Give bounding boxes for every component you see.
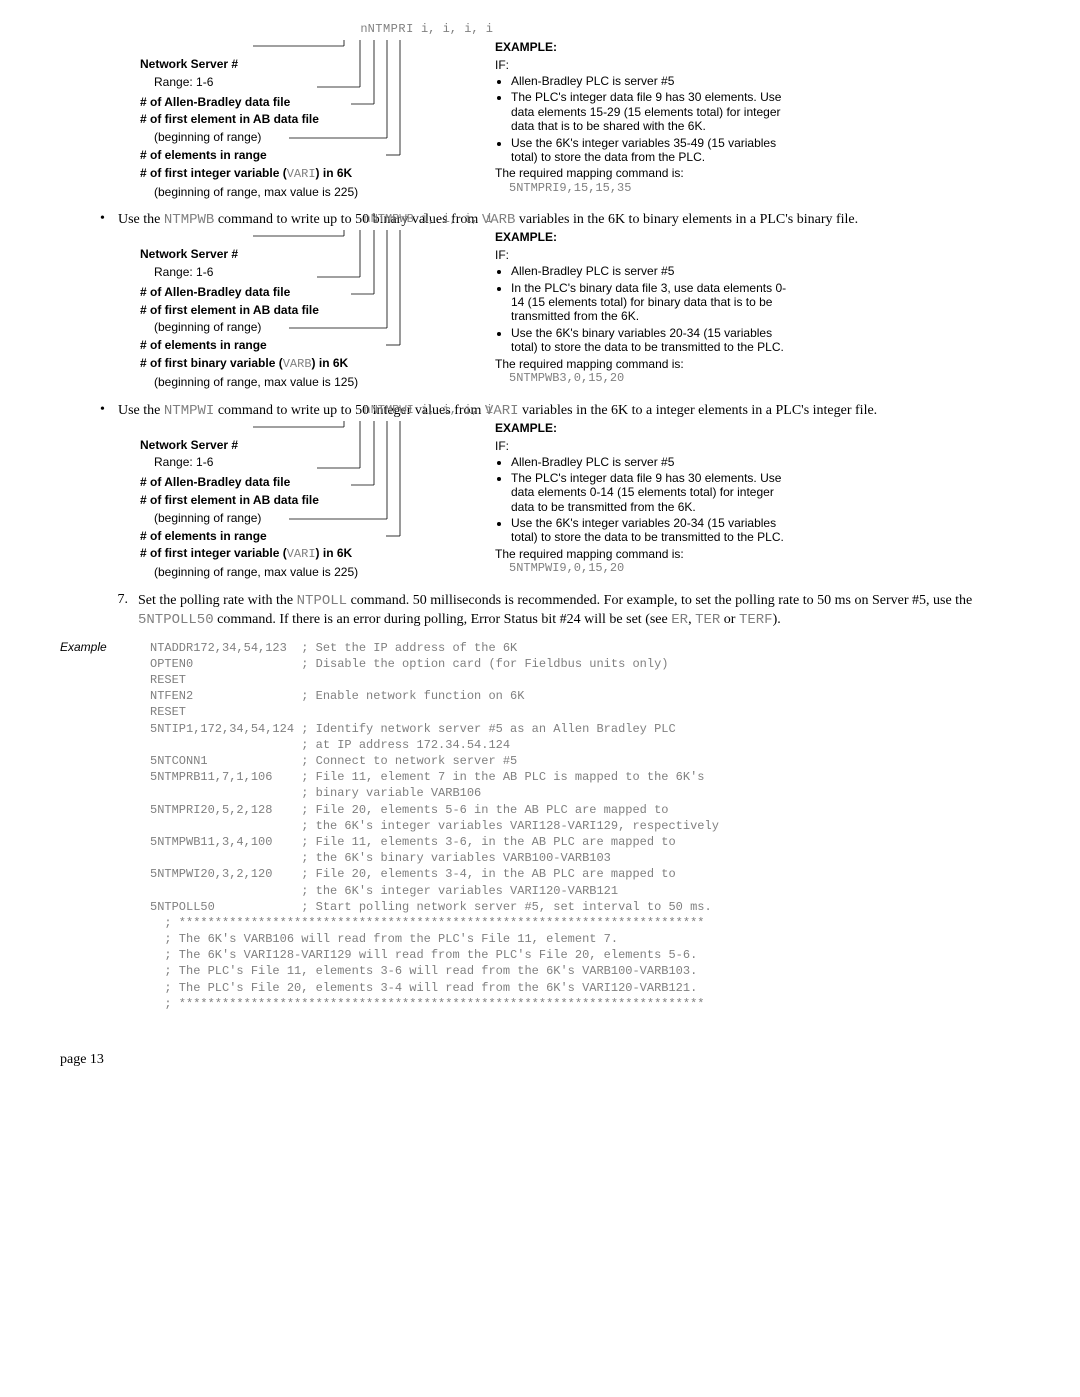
bullet-ntmpwi: • Use the NTMPWI command to write up to … <box>100 402 1020 421</box>
diagram-ntmpwi: nNTMPWI i, i, i, i Network Server # Rang… <box>140 421 1020 584</box>
param-first-elem: # of first element in AB data file <box>140 113 435 127</box>
ex-item: Use the 6K's integer variables 20-34 (15… <box>511 516 795 545</box>
ex-item: Use the 6K's binary variables 20-34 (15 … <box>511 326 795 355</box>
param-server-range: Range: 1-6 <box>154 76 435 90</box>
param-num-elem: # of elements in range <box>140 149 435 163</box>
param-num-elem: # of elements in range <box>140 339 435 353</box>
ex-item: The PLC's integer data file 9 has 30 ele… <box>511 471 795 514</box>
example-box: EXAMPLE: IF: Allen-Bradley PLC is server… <box>495 40 795 195</box>
param-server: Network Server # <box>140 58 435 72</box>
param-first-elem-sub: (beginning of range) <box>154 321 435 335</box>
ex-item: The PLC's integer data file 9 has 30 ele… <box>511 90 795 133</box>
param-first-var-sub: (beginning of range, max value is 125) <box>154 376 435 390</box>
page-number: page 13 <box>60 1052 1020 1068</box>
syntax-line: nNTMPWB i, i, i, i <box>363 212 493 226</box>
param-datafile: # of Allen-Bradley data file <box>140 286 435 300</box>
param-first-elem: # of first element in AB data file <box>140 494 435 508</box>
param-datafile: # of Allen-Bradley data file <box>140 476 435 490</box>
param-first-var: # of first integer variable (VARI) in 6K <box>140 167 435 182</box>
ex-cmd: 5NTMPRI9,15,15,35 <box>509 181 795 195</box>
ex-item: Allen-Bradley PLC is server #5 <box>511 455 795 469</box>
diagram-ntmpri: nNTMPRI i, i, i, i Network Server # Rang… <box>140 40 1020 203</box>
code-block: NTADDR172,34,54,123 ; Set the IP address… <box>150 640 1020 1012</box>
param-first-elem-sub: (beginning of range) <box>154 131 435 145</box>
example-label: Example <box>60 640 107 654</box>
step-7: 7. Set the polling rate with the NTPOLL … <box>100 592 1020 630</box>
bullet-ntmpwb: • Use the NTMPWB command to write up to … <box>100 211 1020 230</box>
param-first-var-sub: (beginning of range, max value is 225) <box>154 566 435 580</box>
ex-item: In the PLC's binary data file 3, use dat… <box>511 281 795 324</box>
ex-item: Allen-Bradley PLC is server #5 <box>511 264 795 278</box>
param-first-var-sub: (beginning of range, max value is 225) <box>154 186 435 200</box>
ex-cmd: 5NTMPWB3,0,15,20 <box>509 371 795 385</box>
param-server: Network Server # <box>140 248 435 262</box>
param-server-range: Range: 1-6 <box>154 266 435 280</box>
example-box: EXAMPLE: IF: Allen-Bradley PLC is server… <box>495 230 795 385</box>
diagram-ntmpwb: nNTMPWB i, i, i, i Network Server # Rang… <box>140 230 1020 393</box>
param-server: Network Server # <box>140 439 435 453</box>
param-first-elem-sub: (beginning of range) <box>154 512 435 526</box>
param-first-var: # of first integer variable (VARI) in 6K <box>140 547 435 562</box>
param-first-elem: # of first element in AB data file <box>140 304 435 318</box>
ex-item: Use the 6K's integer variables 35-49 (15… <box>511 136 795 165</box>
param-num-elem: # of elements in range <box>140 530 435 544</box>
param-server-range: Range: 1-6 <box>154 456 435 470</box>
param-datafile: # of Allen-Bradley data file <box>140 96 435 110</box>
ex-item: Allen-Bradley PLC is server #5 <box>511 74 795 88</box>
ex-cmd: 5NTMPWI9,0,15,20 <box>509 561 795 575</box>
example-box: EXAMPLE: IF: Allen-Bradley PLC is server… <box>495 421 795 576</box>
syntax-line: nNTMPRI i, i, i, i <box>360 22 493 36</box>
syntax-line: nNTMPWI i, i, i, i <box>363 403 493 417</box>
param-first-var: # of first binary variable (VARB) in 6K <box>140 357 435 372</box>
